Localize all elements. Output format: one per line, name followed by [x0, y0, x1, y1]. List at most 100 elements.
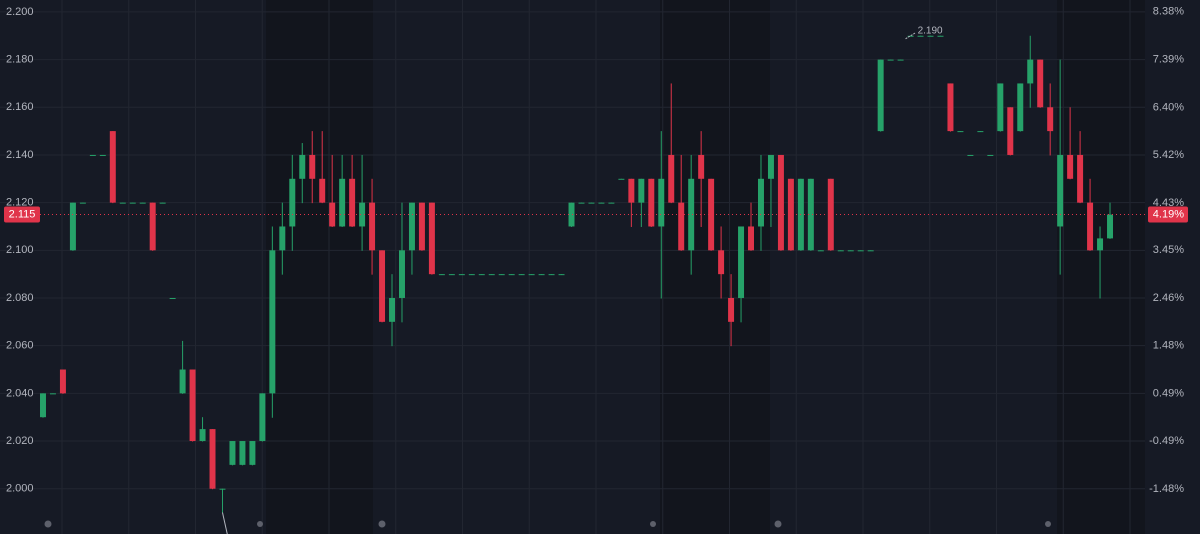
y2-tick-label: 1.48% [1153, 340, 1184, 352]
price-axis [1145, 0, 1200, 534]
candle-body [907, 35, 914, 37]
candle-body [668, 154, 675, 203]
candle-body [209, 429, 216, 489]
candle-body [1097, 238, 1104, 251]
y2-tick-label: 3.45% [1153, 244, 1184, 256]
candle-body [857, 250, 864, 252]
candle-body [738, 226, 745, 298]
candle-body [109, 131, 116, 203]
candle-body [678, 202, 685, 251]
candle-body [199, 429, 206, 442]
y2-tick-label: 6.40% [1153, 101, 1184, 113]
candle-body [1107, 214, 1114, 239]
high-label: 2.190 [918, 25, 943, 36]
sun-icon [257, 521, 263, 527]
candle-body [49, 393, 56, 395]
candle-body [99, 154, 106, 156]
last-change-label: 4.19% [1153, 208, 1184, 220]
y2-tick-label: 4.43% [1153, 197, 1184, 209]
y-tick-label: 2.200 [6, 6, 34, 18]
high-pointer [905, 32, 916, 40]
y-tick-label: 2.000 [6, 483, 34, 495]
candle-body [1007, 107, 1014, 155]
candle-body [598, 202, 605, 204]
candle-body [518, 274, 525, 276]
candle-body [398, 250, 405, 298]
candle-body [847, 250, 854, 252]
candle-body [618, 178, 625, 180]
last-change-box [1148, 206, 1188, 223]
y-tick-label: 2.180 [6, 54, 34, 66]
candle-body [149, 202, 156, 251]
candle-body [339, 178, 346, 227]
candle-body [877, 59, 884, 132]
candle-body [1017, 83, 1024, 132]
candle-body [688, 178, 695, 251]
candle-body [59, 369, 66, 394]
candle-body [468, 274, 475, 276]
candle-body [1067, 154, 1074, 179]
y2-tick-label: 8.38% [1153, 6, 1184, 18]
candle-body [119, 202, 126, 204]
candle-body [189, 369, 196, 442]
sun-icon [1045, 521, 1051, 527]
candle-body [359, 202, 366, 227]
candle-body [658, 178, 665, 227]
candle-body [827, 178, 834, 251]
candle-body [478, 274, 485, 276]
candle-body [787, 178, 794, 251]
session-shade [266, 0, 373, 534]
candle-body [89, 154, 96, 156]
y2-tick-label: 5.42% [1153, 149, 1184, 161]
candle-body [159, 202, 166, 204]
candle-body [578, 202, 585, 204]
candle-body [1027, 59, 1034, 84]
candle-body [937, 35, 944, 37]
y2-tick-label: 2.46% [1153, 292, 1184, 304]
candle-body [428, 202, 435, 275]
candle-body [1037, 59, 1044, 108]
session-icons [44, 520, 1051, 528]
candle-body [588, 202, 595, 204]
candle-body [319, 178, 326, 203]
candle-body [1077, 154, 1084, 203]
candle-body [448, 274, 455, 276]
last-price-label: 2.115 [9, 208, 36, 220]
candle-body [708, 178, 715, 251]
vertical-grid [61, 0, 1131, 534]
candle-body [927, 35, 934, 37]
candle-body [767, 154, 774, 179]
candle-body [1087, 202, 1094, 251]
y2-tick-label: 0.49% [1153, 388, 1184, 400]
moon-icon [378, 520, 386, 528]
candle-body [39, 393, 46, 418]
candle-body [309, 154, 316, 179]
y-tick-label: 2.100 [6, 244, 34, 256]
candle-body [438, 274, 445, 276]
candle-body [867, 250, 874, 252]
candle-body [628, 178, 635, 203]
candle-body [488, 274, 495, 276]
candle-body [169, 297, 176, 299]
y2-tick-label: -1.48% [1149, 483, 1184, 495]
candle-body [977, 131, 984, 133]
moon-icon [774, 520, 782, 528]
candle-body [987, 154, 994, 156]
candle-body [219, 488, 226, 490]
candle-body [269, 250, 276, 394]
candle-body [528, 274, 535, 276]
candle-body [947, 83, 954, 132]
session-shade [1057, 0, 1145, 534]
candle-body [139, 202, 146, 204]
candle-body [418, 202, 425, 251]
candle-body [997, 83, 1004, 132]
candle-body [179, 369, 186, 394]
y-tick-label: 2.160 [6, 101, 34, 113]
candle-body [129, 202, 136, 204]
candle-body [757, 178, 764, 227]
candle-body [777, 154, 784, 251]
candle-body [249, 441, 256, 465]
last-price-box [4, 206, 40, 223]
y2-tick-label: -0.49% [1149, 435, 1184, 447]
